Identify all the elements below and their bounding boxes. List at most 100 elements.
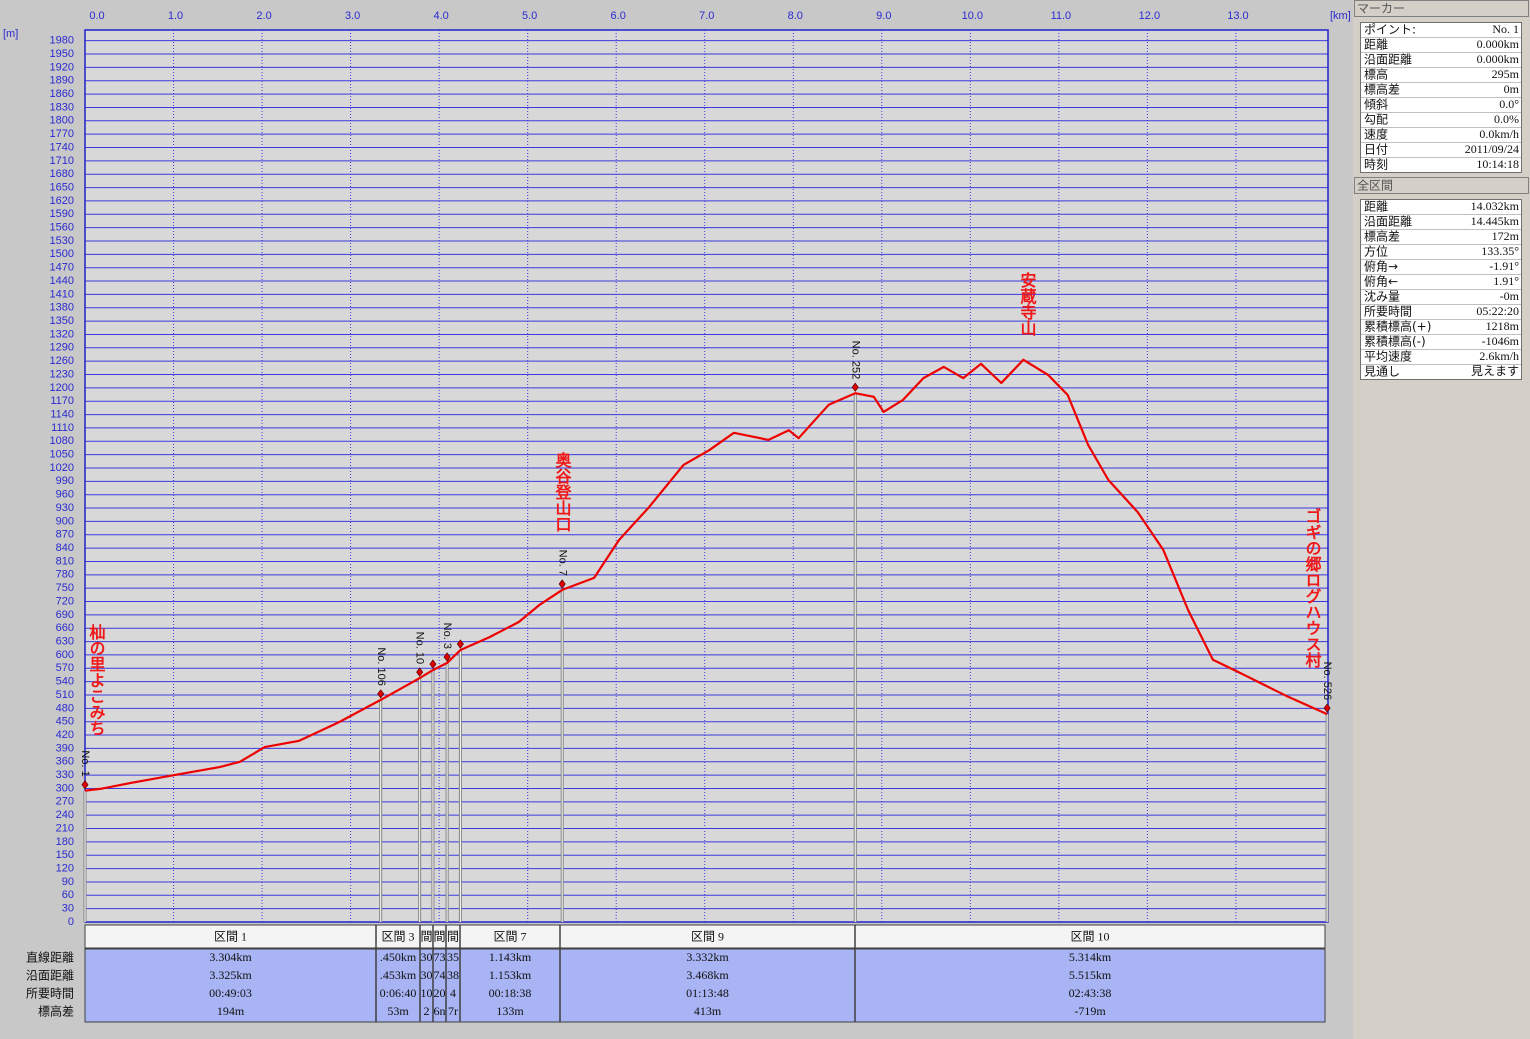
table-cell: 3.325km bbox=[209, 968, 252, 982]
y-tick-label: 1860 bbox=[50, 88, 74, 100]
panel-value: 1.91° bbox=[1493, 274, 1519, 288]
table-cell: 00:49:03 bbox=[209, 986, 252, 1000]
x-tick-label: 11.0 bbox=[1051, 10, 1072, 22]
y-tick-label: 540 bbox=[56, 676, 74, 688]
y-tick-label: 870 bbox=[56, 529, 74, 541]
panel-value: 2011/09/24 bbox=[1465, 142, 1519, 156]
panel-value: 2.6km/h bbox=[1479, 349, 1519, 363]
panel-value: 10:14:18 bbox=[1476, 157, 1519, 171]
panel-value: -1046m bbox=[1482, 334, 1520, 348]
marker-symbol bbox=[443, 652, 451, 662]
row-header: 沿面距離 bbox=[26, 969, 74, 983]
marker-symbol bbox=[558, 579, 566, 589]
panel-value: 133.35° bbox=[1481, 244, 1519, 258]
y-tick-label: 780 bbox=[56, 569, 74, 581]
table-cell: 30 bbox=[421, 968, 433, 982]
panel-value: 14.032km bbox=[1471, 199, 1520, 213]
y-tick-label: 1320 bbox=[50, 328, 74, 340]
y-tick-label: 60 bbox=[62, 889, 74, 901]
y-tick-label: 420 bbox=[56, 729, 74, 741]
column-header: 区間 10 bbox=[1070, 929, 1109, 943]
y-tick-label: 720 bbox=[56, 595, 74, 607]
y-tick-label: 630 bbox=[56, 635, 74, 647]
y-unit: [m] bbox=[3, 28, 18, 40]
y-tick-label: 930 bbox=[56, 502, 74, 514]
y-tick-label: 1290 bbox=[50, 342, 74, 354]
y-tick-label: 150 bbox=[56, 849, 74, 861]
y-tick-label: 960 bbox=[56, 489, 74, 501]
y-tick-label: 1920 bbox=[50, 61, 74, 73]
marker-label: No. 1 bbox=[79, 750, 91, 776]
y-tick-label: 840 bbox=[56, 542, 74, 554]
x-unit: [km] bbox=[1330, 10, 1351, 22]
table-column: 区間 7 1.143km 1.153km 00:18:38 133m bbox=[489, 929, 532, 1018]
table-cell: 7r bbox=[448, 1004, 458, 1018]
y-tick-label: 1950 bbox=[50, 48, 74, 60]
table-header-bg bbox=[84, 924, 1326, 949]
marker-label: No. 7 bbox=[556, 550, 568, 576]
column-header: 区間 1 bbox=[214, 929, 247, 943]
x-tick-label: 2.0 bbox=[256, 10, 271, 22]
y-tick-label: 1500 bbox=[50, 248, 74, 260]
y-tick-label: 1170 bbox=[50, 395, 74, 407]
panel-key: 標高 bbox=[1364, 67, 1388, 82]
y-tick-label: 1140 bbox=[50, 408, 74, 420]
panel-key: 標高差 bbox=[1364, 229, 1400, 244]
x-tick-label: 10.0 bbox=[962, 10, 983, 22]
x-tick-label: 3.0 bbox=[345, 10, 360, 22]
plot-area bbox=[85, 30, 1328, 922]
y-tick-label: 1890 bbox=[50, 75, 74, 87]
panel-key: 所要時間 bbox=[1364, 305, 1412, 319]
place-label: ゴギの郷ログハウス村 bbox=[1303, 507, 1322, 669]
table-cell: 3.304km bbox=[209, 950, 252, 964]
y-tick-label: 1410 bbox=[50, 288, 74, 300]
table-cell: .453km bbox=[380, 968, 417, 982]
table-cell: 5.515km bbox=[1069, 968, 1112, 982]
y-tick-label: 1650 bbox=[50, 181, 74, 193]
table-cell: 20 bbox=[434, 986, 446, 1000]
row-header: 所要時間 bbox=[26, 987, 74, 1001]
panel-value: No. 1 bbox=[1492, 22, 1519, 36]
table-column: 間 73 74 20 6n bbox=[433, 929, 445, 1018]
column-header: 間 bbox=[433, 929, 445, 943]
column-header: 区間 3 bbox=[381, 929, 414, 943]
marker-symbol bbox=[81, 780, 89, 790]
marker-label: No. 106 bbox=[375, 647, 387, 686]
column-header: 区間 9 bbox=[691, 929, 724, 943]
y-tick-label: 690 bbox=[56, 609, 74, 621]
x-tick-label: 5.0 bbox=[522, 10, 537, 22]
panel-key: 標高差 bbox=[1364, 82, 1400, 97]
table-cell: 6n bbox=[434, 1004, 446, 1018]
y-tick-label: 510 bbox=[56, 689, 74, 701]
y-tick-label: 1680 bbox=[50, 168, 74, 180]
marker-label: No. 252 bbox=[849, 341, 861, 380]
elevation-line bbox=[84, 358, 1328, 792]
panel-value: 05:22:20 bbox=[1476, 304, 1519, 318]
marker-symbol bbox=[456, 639, 464, 649]
panel-key: 勾配 bbox=[1364, 113, 1388, 127]
y-tick-label: 750 bbox=[56, 582, 74, 594]
panel-key: 沿面距離 bbox=[1364, 215, 1412, 229]
table-body-bg bbox=[84, 948, 1326, 1023]
y-tick-label: 1200 bbox=[50, 382, 74, 394]
x-tick-label: 12.0 bbox=[1139, 10, 1160, 22]
table-cell: 00:18:38 bbox=[489, 986, 532, 1000]
y-tick-label: 1050 bbox=[50, 449, 74, 461]
table-cell: 73 bbox=[434, 950, 446, 964]
table-cell: 74 bbox=[434, 968, 446, 982]
marker-label: No. 526 bbox=[1321, 662, 1333, 701]
panel-key: 速度 bbox=[1364, 127, 1388, 142]
panel-value: 0.0° bbox=[1499, 97, 1519, 111]
table-column: 間 30 30 10 2 bbox=[420, 929, 432, 1018]
panel-key: 時刻 bbox=[1364, 158, 1388, 172]
panel-title: マーカー bbox=[1357, 2, 1405, 16]
table-cell: 4 bbox=[450, 986, 456, 1000]
panel-header bbox=[1354, 0, 1529, 17]
panel-key: 俯角→ bbox=[1364, 259, 1398, 274]
y-tick-label: 1380 bbox=[50, 302, 74, 314]
x-tick-label: 4.0 bbox=[433, 10, 448, 22]
table-cell: 0:06:40 bbox=[380, 986, 417, 1000]
marker-symbol bbox=[429, 659, 437, 669]
panel-value: 14.445km bbox=[1471, 214, 1520, 228]
